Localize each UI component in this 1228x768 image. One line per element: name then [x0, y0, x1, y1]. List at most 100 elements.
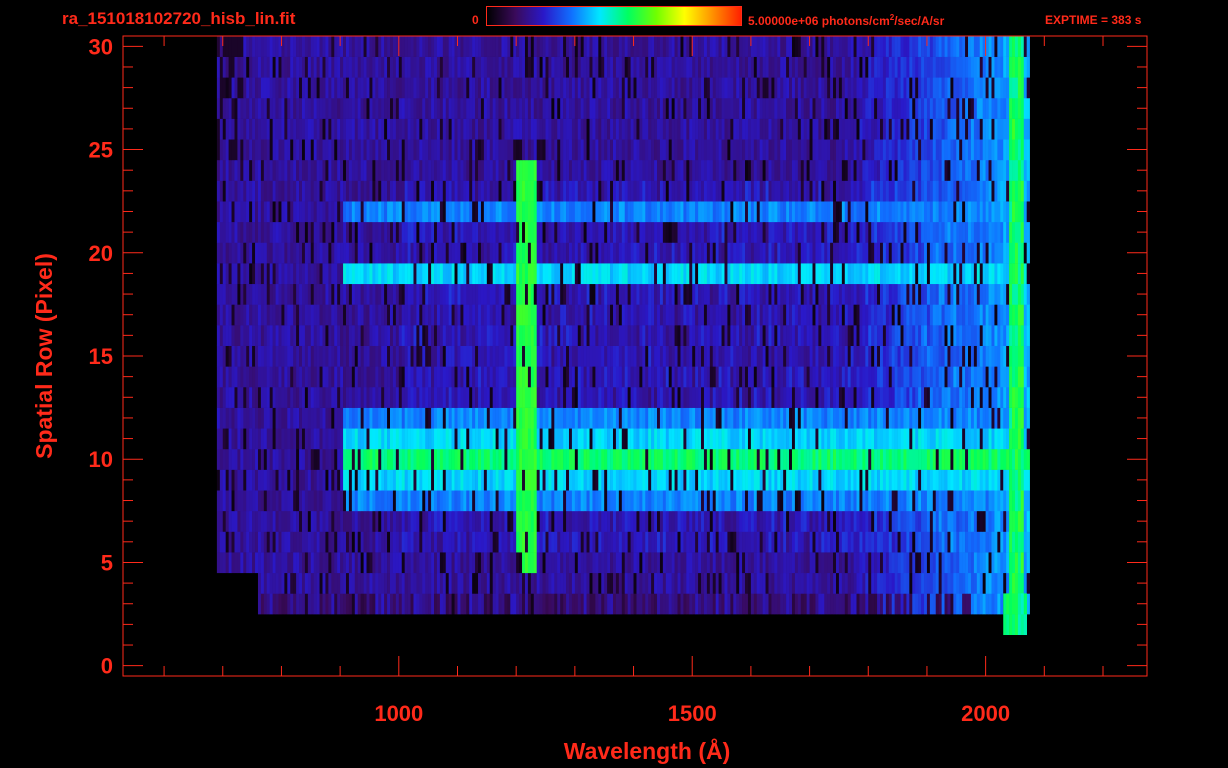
heatmap-cell [968, 552, 972, 574]
heatmap-cell [730, 531, 734, 553]
heatmap-cell [475, 552, 479, 574]
heatmap-cell [651, 572, 655, 594]
heatmap-cell [463, 448, 467, 470]
heatmap-cell [765, 552, 769, 574]
heatmap-cell [874, 366, 878, 388]
heatmap-cell [698, 490, 702, 512]
heatmap-cell [885, 469, 890, 491]
heatmap-cell [762, 552, 766, 574]
heatmap-cell [416, 283, 420, 305]
heatmap-cell [970, 490, 975, 512]
heatmap-cell [319, 283, 323, 305]
heatmap-cell [478, 283, 482, 305]
heatmap-cell [703, 263, 708, 285]
heatmap-cell [1009, 510, 1013, 532]
heatmap-cell [612, 448, 617, 470]
heatmap-cell [319, 469, 323, 491]
heatmap-cell [695, 552, 699, 574]
heatmap-cell [381, 242, 385, 264]
heatmap-cell [460, 490, 464, 512]
heatmap-cell [750, 428, 755, 450]
heatmap-cell [783, 510, 787, 532]
heatmap-cell [460, 531, 464, 553]
heatmap-cell [715, 469, 719, 491]
heatmap-cell [299, 593, 303, 615]
heatmap-cell [612, 428, 617, 450]
heatmap-cell [425, 325, 429, 346]
heatmap-cell [953, 490, 957, 512]
heatmap-cell [454, 510, 458, 532]
heatmap-cell [1009, 572, 1013, 594]
heatmap-cell [721, 593, 725, 615]
heatmap-cell [633, 366, 637, 388]
heatmap-cell [730, 469, 734, 491]
heatmap-cell [979, 593, 983, 615]
heatmap-cell [835, 366, 840, 388]
heatmap-cell [648, 510, 652, 532]
heatmap-cell [794, 263, 799, 285]
heatmap-cell [915, 283, 919, 305]
heatmap-cell [416, 407, 420, 429]
heatmap-cell [445, 552, 449, 574]
heatmap-cell [249, 221, 253, 243]
heatmap-cell [375, 366, 379, 388]
heatmap-cell [771, 407, 775, 429]
heatmap-cell [654, 386, 658, 408]
heatmap-cell [850, 325, 854, 346]
heatmap-cell [742, 510, 746, 532]
heatmap-cell [982, 572, 986, 594]
heatmap-cell [343, 469, 347, 491]
heatmap-cell [683, 345, 687, 367]
heatmap-cell [844, 572, 849, 594]
heatmap-cell [926, 304, 931, 326]
heatmap-cell [838, 263, 843, 285]
heatmap-cell [674, 469, 678, 491]
heatmap-cell [516, 242, 520, 264]
heatmap-cell [985, 386, 989, 408]
heatmap-cell [853, 263, 857, 285]
heatmap-cell [847, 242, 851, 264]
heatmap-cell [363, 242, 367, 264]
heatmap-cell [460, 304, 464, 326]
heatmap-cell [384, 263, 388, 285]
heatmap-cell [483, 469, 488, 491]
heatmap-cell [1023, 572, 1027, 594]
heatmap-cell [269, 263, 273, 285]
heatmap-cell [821, 304, 825, 326]
heatmap-cell [774, 428, 778, 450]
heatmap-cell [1006, 325, 1010, 346]
heatmap-cell [815, 428, 819, 450]
heatmap-cell [366, 242, 370, 264]
heatmap-cell [360, 572, 364, 594]
heatmap-cell [366, 531, 370, 553]
heatmap-cell [671, 448, 675, 470]
heatmap-cell [880, 531, 884, 553]
heatmap-cell [853, 345, 857, 367]
heatmap-cell [657, 531, 661, 553]
heatmap-cell [228, 263, 232, 285]
heatmap-cell [378, 407, 382, 429]
heatmap-cell [495, 510, 499, 532]
heatmap-cell [466, 263, 470, 285]
heatmap-cell [278, 345, 282, 367]
heatmap-cell [985, 593, 989, 615]
heatmap-cell [331, 325, 335, 346]
heatmap-cell [574, 552, 579, 574]
heatmap-cell [387, 572, 391, 594]
heatmap-cell [692, 304, 696, 326]
heatmap-cell [624, 593, 628, 615]
heatmap-cell [1009, 263, 1013, 285]
heatmap-cell [472, 490, 476, 512]
heatmap-cell [665, 386, 670, 408]
heatmap-cell [257, 304, 262, 326]
heatmap-cell [375, 428, 379, 450]
heatmap-cell [662, 386, 667, 408]
heatmap-cell [668, 345, 672, 367]
heatmap-cell [791, 572, 796, 594]
heatmap-cell [216, 263, 221, 285]
heatmap-cell [921, 242, 925, 264]
heatmap-cell [651, 283, 655, 305]
heatmap-cell [539, 490, 543, 512]
heatmap-cell [322, 304, 326, 326]
heatmap-cell [304, 386, 309, 408]
